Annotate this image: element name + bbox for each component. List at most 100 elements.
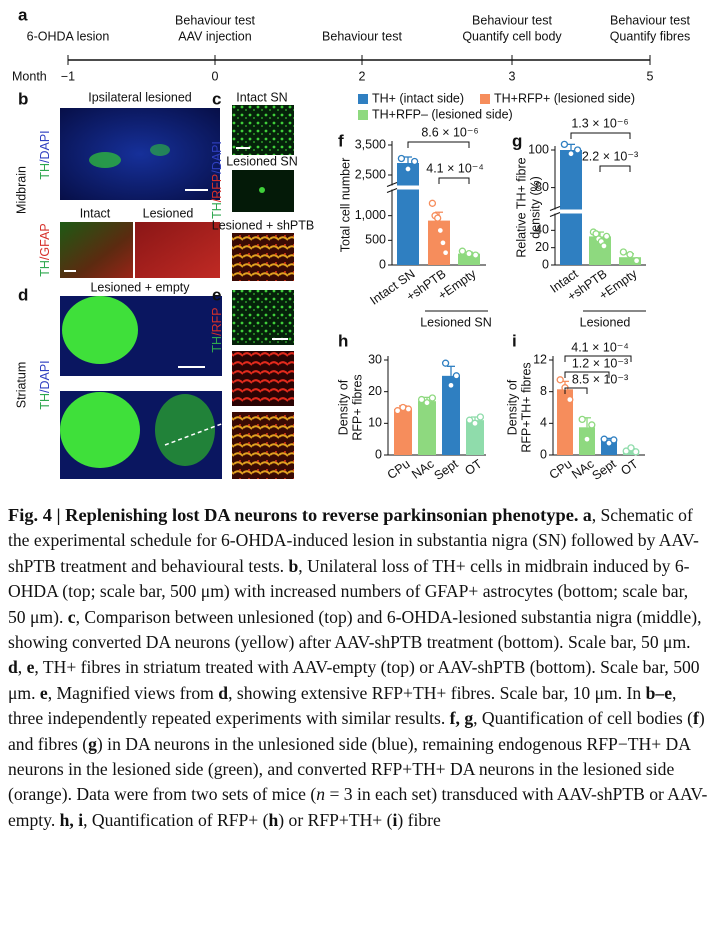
bar xyxy=(560,150,582,265)
event-label: Behaviour test xyxy=(610,13,690,27)
axis-break-mark xyxy=(549,212,561,217)
stain-part: /DAPI xyxy=(210,141,224,174)
significance-bracket xyxy=(564,371,610,378)
axis-break xyxy=(549,209,646,214)
y-tick-label: 3,500 xyxy=(355,137,386,151)
micrograph xyxy=(60,108,220,200)
data-point xyxy=(567,150,575,158)
stain-label: TH/RFP/DAPI xyxy=(210,141,224,219)
data-point xyxy=(578,415,586,424)
row-label: Midbrain xyxy=(14,166,28,214)
group-label: Lesioned SN xyxy=(420,315,492,329)
data-point xyxy=(476,413,485,421)
data-point xyxy=(441,359,450,367)
data-point xyxy=(588,421,596,429)
data-point xyxy=(423,399,431,407)
p-value: 4.1 × 10⁻⁴ xyxy=(571,340,629,354)
y-tick-label: 20 xyxy=(368,384,382,398)
p-value: 4.1 × 10⁻⁴ xyxy=(426,161,484,175)
event-label: AAV injection xyxy=(178,29,251,43)
p-value: 1.3 × 10⁻⁶ xyxy=(571,116,628,130)
event-label: Quantify cell body xyxy=(462,29,562,43)
data-point xyxy=(471,251,480,259)
caption-run: , showing extensive RFP+TH+ fibres. Scal… xyxy=(228,682,646,703)
y-tick-label: 10 xyxy=(368,416,382,430)
bar xyxy=(418,401,436,455)
panel-label: c xyxy=(212,89,221,108)
bar xyxy=(619,257,641,265)
panel-label: g xyxy=(512,131,522,150)
y-tick-label: 4 xyxy=(540,416,547,430)
panel-label: b xyxy=(18,89,28,108)
stain-part: TH xyxy=(38,260,52,277)
caption-run: , Unilateral loss of TH+ cells in midbra… xyxy=(8,555,690,627)
axis-break-mark xyxy=(386,188,398,193)
p-value: 1.2 × 10⁻³ xyxy=(572,356,628,370)
caption: Fig. 4 | Replenishing lost DA neurons to… xyxy=(8,503,708,833)
caption-run: b xyxy=(288,555,299,576)
p-value: 8.6 × 10⁻⁶ xyxy=(421,125,478,139)
legend-swatch xyxy=(358,94,368,104)
stain-label: TH/DAPI xyxy=(38,360,52,409)
image-title: Lesioned xyxy=(143,206,194,220)
y-axis-label: RFP+ fibres xyxy=(350,374,364,440)
image-title: Lesioned SN xyxy=(226,154,298,168)
legend-label: TH+RFP+ (lesioned side) xyxy=(494,91,635,105)
caption-run: g xyxy=(88,733,97,754)
bar xyxy=(442,375,460,455)
caption-run: h, i xyxy=(59,809,84,830)
axis-break-mark xyxy=(549,206,561,211)
significance-bracket xyxy=(564,387,588,394)
data-point xyxy=(428,394,437,402)
data-point xyxy=(619,248,628,256)
caption-run: ) and fibres ( xyxy=(8,708,705,754)
stain-label: TH/GFAP xyxy=(38,223,52,277)
event-label: Behaviour test xyxy=(472,13,552,27)
legend-swatch xyxy=(358,110,368,120)
legend-swatch xyxy=(480,94,490,104)
data-point xyxy=(397,154,406,163)
month-label: 2 xyxy=(359,69,366,83)
data-point xyxy=(632,448,640,456)
caption-run: e xyxy=(26,657,35,678)
y-axis-label: Density of xyxy=(505,379,519,435)
significance-bracket xyxy=(438,177,470,184)
image-title: Intact SN xyxy=(236,90,287,104)
stain-part: /GFAP xyxy=(38,223,52,260)
data-point xyxy=(441,249,450,257)
caption-run: f, g xyxy=(449,708,474,729)
data-point xyxy=(556,376,564,384)
data-point xyxy=(600,435,608,443)
panel-label: d xyxy=(18,285,28,304)
micrograph xyxy=(135,222,220,278)
data-point xyxy=(566,395,574,404)
data-point xyxy=(610,436,618,444)
bar xyxy=(458,253,480,265)
data-point xyxy=(600,242,608,250)
legend-label: TH+ (intact side) xyxy=(372,91,464,105)
caption-run: c xyxy=(67,606,76,627)
micrograph-signal xyxy=(62,296,138,364)
data-point xyxy=(465,250,473,258)
caption-body: a, Schematic of the experimental schedul… xyxy=(8,505,707,830)
stain-part: /DAPI xyxy=(38,360,52,393)
stain-label: TH/DAPI xyxy=(38,130,52,179)
caption-run: e xyxy=(39,682,48,703)
caption-run: b–e xyxy=(645,682,672,703)
bar xyxy=(397,163,419,265)
p-value: 8.5 × 10⁻³ xyxy=(572,372,628,386)
data-point xyxy=(602,232,611,241)
y-tick-label: 80 xyxy=(535,180,549,194)
caption-run: h xyxy=(268,809,279,830)
p-value: 2.2 × 10⁻³ xyxy=(582,149,638,163)
panel-label: h xyxy=(338,331,348,350)
x-tick-label: OT xyxy=(462,456,485,478)
image-title: Lesioned + shPTB xyxy=(212,218,315,232)
stain-part: TH xyxy=(210,202,224,219)
bar xyxy=(466,420,484,455)
group-label: Lesioned xyxy=(580,315,631,329)
caption-run: , xyxy=(17,657,27,678)
data-point xyxy=(560,140,569,149)
panel-label: i xyxy=(512,331,517,350)
micrograph xyxy=(60,222,133,278)
